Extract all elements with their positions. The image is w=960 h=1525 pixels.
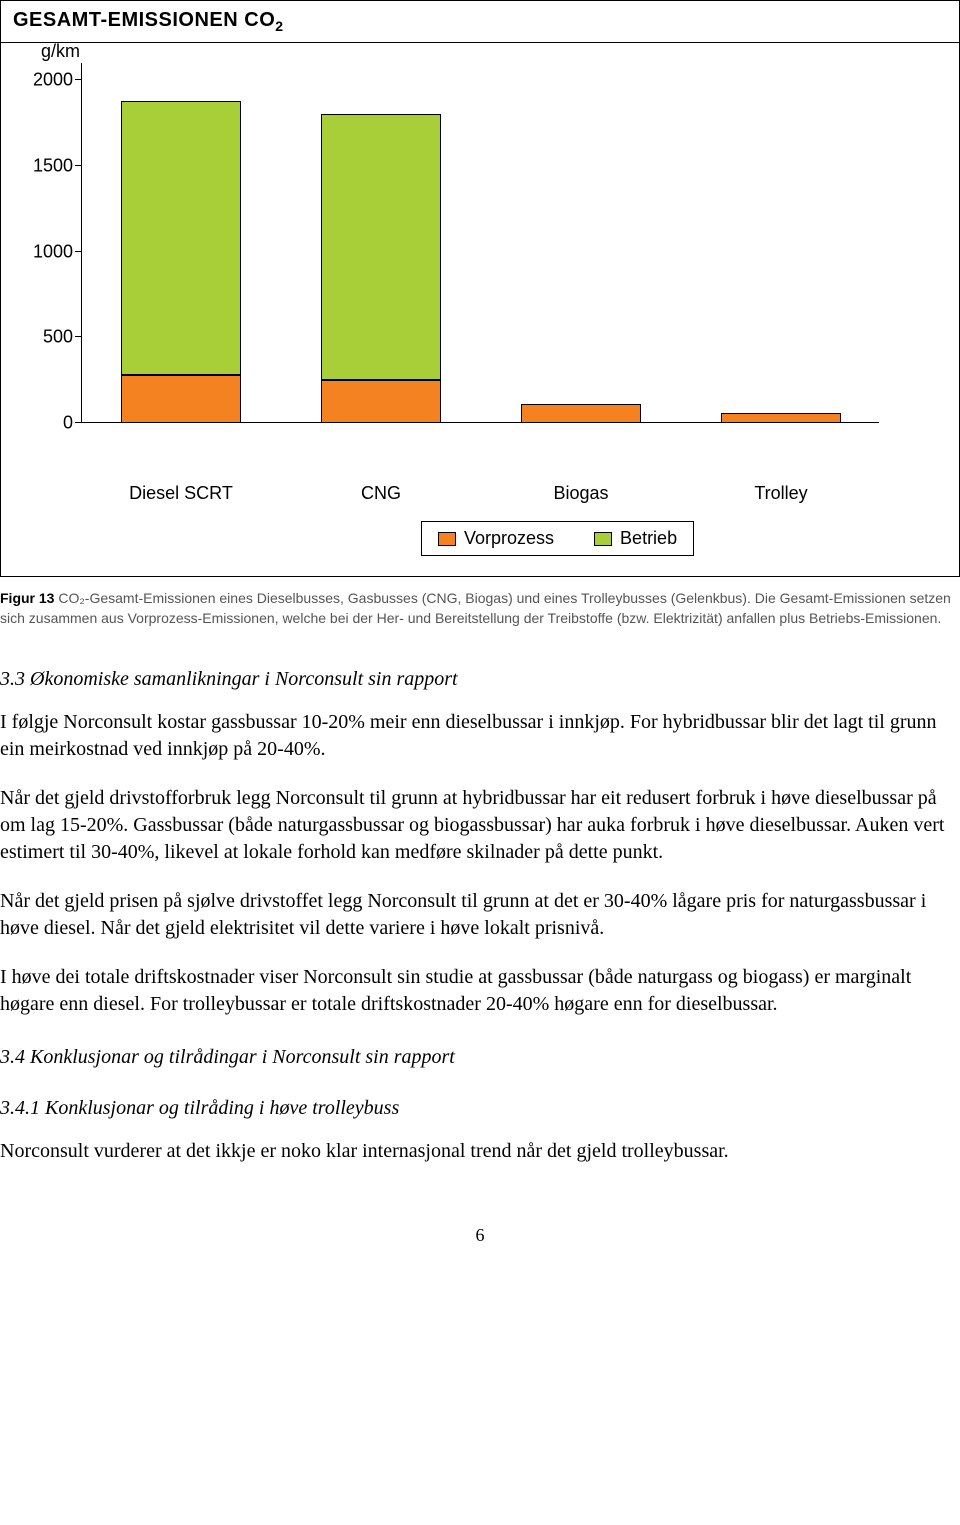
x-category-label: Diesel SCRT <box>129 483 233 504</box>
y-axis-label: g/km <box>41 41 80 62</box>
y-tick-label: 2000 <box>25 70 73 91</box>
legend: Vorprozess Betrieb <box>421 521 694 556</box>
bar-group <box>321 114 441 423</box>
chart-title-text: GESAMT-EMISSIONEN CO <box>13 9 275 31</box>
legend-item-betrieb: Betrieb <box>594 528 677 549</box>
y-tick-label: 0 <box>25 413 73 434</box>
paragraph-5: Norconsult vurderer at det ikkje er noko… <box>0 1138 960 1165</box>
chart-title-sub: 2 <box>275 18 283 34</box>
legend-item-vorprozess: Vorprozess <box>438 528 554 549</box>
chart-plot-area: g/km 0500100015002000 <box>81 63 879 443</box>
heading-3-4: 3.4 Konklusjonar og tilrådingar i Norcon… <box>0 1046 960 1069</box>
x-labels: Diesel SCRT CNG Biogas Trolley <box>81 483 879 511</box>
bar-group <box>121 101 241 423</box>
x-category-label: Trolley <box>754 483 807 504</box>
figure-caption-rest: CO₂-Gesamt-Emissionen eines Dieselbusses… <box>0 590 951 626</box>
bar-segment <box>721 413 841 423</box>
heading-3-3: 3.3 Økonomiske samanlikningar i Norconsu… <box>0 668 960 691</box>
chart-body: g/km 0500100015002000 Diesel SCRTCNGBiog… <box>1 43 959 576</box>
bar-segment <box>321 380 441 423</box>
paragraph-4: I høve dei totale driftskostnader viser … <box>0 964 960 1018</box>
heading-3-4-1: 3.4.1 Konklusjonar og tilråding i høve t… <box>0 1097 960 1120</box>
legend-swatch-betrieb <box>594 532 612 546</box>
legend-label-vorprozess: Vorprozess <box>464 528 554 549</box>
legend-swatch-vorprozess <box>438 532 456 546</box>
chart-title: GESAMT-EMISSIONEN CO2 <box>1 1 959 43</box>
page-number: 6 <box>0 1225 960 1246</box>
bar-group <box>721 413 841 423</box>
chart-plot: 0500100015002000 <box>81 63 879 423</box>
bar-segment <box>121 375 241 423</box>
chart-container: GESAMT-EMISSIONEN CO2 g/km 0500100015002… <box>0 0 960 577</box>
figure-caption-lead: Figur 13 <box>0 590 54 606</box>
bar-segment <box>121 101 241 375</box>
bar-group <box>521 404 641 423</box>
legend-label-betrieb: Betrieb <box>620 528 677 549</box>
x-category-label: Biogas <box>553 483 608 504</box>
figure-caption: Figur 13 CO₂-Gesamt-Emissionen eines Die… <box>0 589 960 628</box>
bar-segment <box>321 114 441 380</box>
y-tick-label: 500 <box>25 327 73 348</box>
bar-segment <box>521 404 641 423</box>
x-category-label: CNG <box>361 483 401 504</box>
y-tick-label: 1000 <box>25 241 73 262</box>
paragraph-3: Når det gjeld prisen på sjølve drivstoff… <box>0 888 960 942</box>
paragraph-2: Når det gjeld drivstofforbruk legg Norco… <box>0 785 960 866</box>
paragraph-1: I følgje Norconsult kostar gassbussar 10… <box>0 709 960 763</box>
y-tick-label: 1500 <box>25 155 73 176</box>
